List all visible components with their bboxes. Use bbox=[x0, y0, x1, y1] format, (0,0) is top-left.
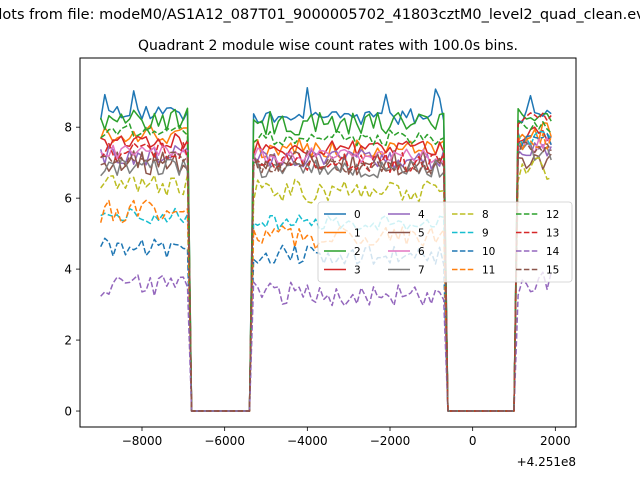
legend-label-15: 15 bbox=[546, 265, 559, 277]
legend-label-10: 10 bbox=[482, 246, 495, 258]
legend-label-9: 9 bbox=[482, 228, 489, 240]
y-tick-label: 2 bbox=[64, 334, 72, 348]
x-tick-label: −8000 bbox=[122, 434, 163, 448]
legend-label-11: 11 bbox=[482, 265, 495, 277]
legend-label-4: 4 bbox=[418, 209, 425, 221]
y-axis: 0 2 4 6 8 bbox=[64, 121, 80, 419]
axes-frame bbox=[79, 57, 577, 428]
y-tick-label: 8 bbox=[64, 121, 72, 135]
x-tick-label: −4000 bbox=[287, 434, 328, 448]
x-tick-label: −6000 bbox=[204, 434, 245, 448]
legend-label-6: 6 bbox=[418, 246, 425, 258]
chart-title: Quadrant 2 module wise count rates with … bbox=[138, 38, 518, 54]
legend-box bbox=[317, 201, 573, 283]
legend-label-2: 2 bbox=[354, 246, 361, 258]
legend-label-7: 7 bbox=[418, 265, 425, 277]
series-line-15 bbox=[100, 141, 552, 412]
legend-label-13: 13 bbox=[546, 228, 559, 240]
y-tick-label: 4 bbox=[64, 263, 72, 277]
legend-label-14: 14 bbox=[546, 246, 560, 258]
x-tick-label: 2000 bbox=[540, 434, 571, 448]
x-tick-label: 0 bbox=[469, 434, 477, 448]
legend-label-3: 3 bbox=[354, 265, 361, 277]
legend-label-5: 5 bbox=[418, 228, 425, 240]
legend-label-1: 1 bbox=[354, 228, 361, 240]
x-axis: −8000 −6000 −4000 −2000 0 2000 bbox=[122, 427, 571, 448]
legend-label-0: 0 bbox=[354, 209, 361, 221]
x-axis-offset-label: +4.251e8 bbox=[517, 455, 576, 469]
y-tick-label: 0 bbox=[64, 405, 72, 419]
x-tick-label: −2000 bbox=[370, 434, 411, 448]
y-tick-label: 6 bbox=[64, 192, 72, 206]
legend-label-12: 12 bbox=[546, 209, 559, 221]
legend-label-8: 8 bbox=[482, 209, 489, 221]
figure-suptitle: Plots from file: modeM0/AS1A12_087T01_90… bbox=[0, 7, 640, 23]
